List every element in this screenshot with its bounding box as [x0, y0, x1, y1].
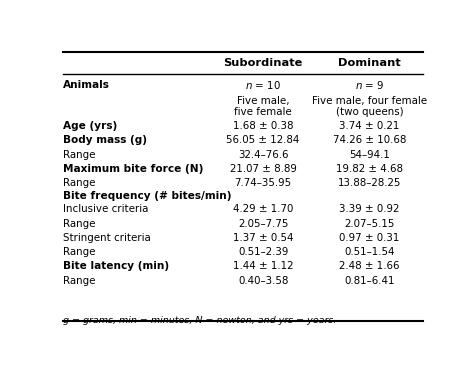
Text: Body mass (g): Body mass (g): [63, 135, 147, 145]
Text: 1.44 ± 1.12: 1.44 ± 1.12: [233, 261, 293, 271]
Text: five female: five female: [234, 107, 292, 117]
Text: Bite latency (min): Bite latency (min): [63, 261, 169, 271]
Text: 1.37 ± 0.54: 1.37 ± 0.54: [233, 233, 293, 243]
Text: 0.40–3.58: 0.40–3.58: [238, 276, 288, 286]
Text: 2.05–7.75: 2.05–7.75: [238, 219, 288, 229]
Text: 74.26 ± 10.68: 74.26 ± 10.68: [333, 135, 406, 145]
Text: 21.07 ± 8.89: 21.07 ± 8.89: [230, 164, 297, 174]
Text: 0.97 ± 0.31: 0.97 ± 0.31: [339, 233, 400, 243]
Text: Range: Range: [63, 219, 95, 229]
Text: 7.74–35.95: 7.74–35.95: [235, 178, 292, 188]
Text: (two queens): (two queens): [336, 107, 403, 117]
Text: 3.74 ± 0.21: 3.74 ± 0.21: [339, 121, 400, 131]
Text: 0.81–6.41: 0.81–6.41: [345, 276, 395, 286]
Text: Five male, four female: Five male, four female: [312, 95, 427, 105]
Text: 56.05 ± 12.84: 56.05 ± 12.84: [227, 135, 300, 145]
Text: Inclusive criteria: Inclusive criteria: [63, 204, 148, 214]
Text: 19.82 ± 4.68: 19.82 ± 4.68: [336, 164, 403, 174]
Text: Stringent criteria: Stringent criteria: [63, 233, 151, 243]
Text: 4.29 ± 1.70: 4.29 ± 1.70: [233, 204, 293, 214]
Text: Range: Range: [63, 276, 95, 286]
Text: $n$ = 10: $n$ = 10: [245, 78, 281, 91]
Text: g = grams, min = minutes, N = newton, and yrs = years.: g = grams, min = minutes, N = newton, an…: [63, 316, 336, 325]
Text: Bite frequency (# bites/min): Bite frequency (# bites/min): [63, 191, 231, 201]
Text: Range: Range: [63, 149, 95, 160]
Text: 0.51–1.54: 0.51–1.54: [345, 247, 395, 257]
Text: Five male,: Five male,: [237, 95, 290, 105]
Text: $n$ = 9: $n$ = 9: [355, 78, 384, 91]
Text: 2.07–5.15: 2.07–5.15: [345, 219, 395, 229]
Text: Range: Range: [63, 247, 95, 257]
Text: Maximum bite force (N): Maximum bite force (N): [63, 164, 203, 174]
Text: 32.4–76.6: 32.4–76.6: [238, 149, 288, 160]
Text: Range: Range: [63, 178, 95, 188]
Text: 0.51–2.39: 0.51–2.39: [238, 247, 288, 257]
Text: 13.88–28.25: 13.88–28.25: [338, 178, 401, 188]
Text: 3.39 ± 0.92: 3.39 ± 0.92: [339, 204, 400, 214]
Text: 54–94.1: 54–94.1: [349, 149, 390, 160]
Text: Dominant: Dominant: [338, 58, 401, 68]
Text: 1.68 ± 0.38: 1.68 ± 0.38: [233, 121, 293, 131]
Text: Age (yrs): Age (yrs): [63, 121, 117, 131]
Text: Animals: Animals: [63, 80, 110, 90]
Text: Subordinate: Subordinate: [223, 58, 303, 68]
Text: 2.48 ± 1.66: 2.48 ± 1.66: [339, 261, 400, 271]
